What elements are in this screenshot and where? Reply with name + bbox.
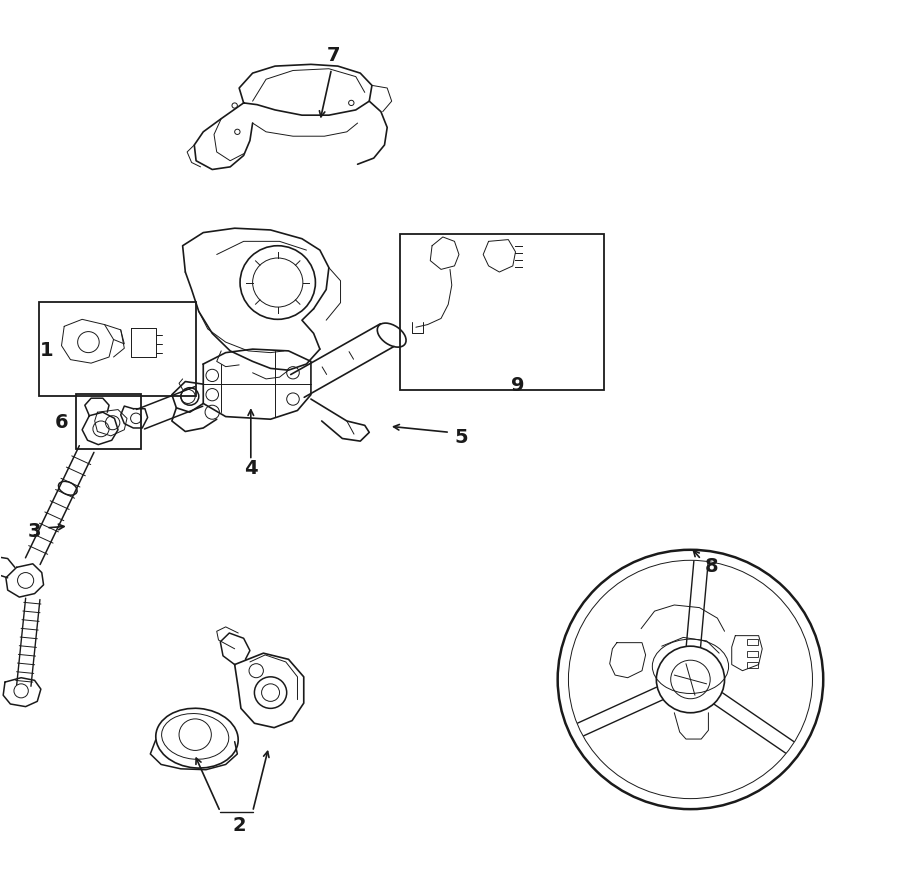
Text: 9: 9 [511,375,525,394]
Text: 3: 3 [28,522,41,540]
Text: 7: 7 [327,47,340,65]
Bar [747,662,758,668]
Text: 8: 8 [706,557,719,575]
Bar [76,394,141,450]
Bar [747,639,758,645]
Text: 5: 5 [454,428,468,447]
Text: 6: 6 [55,413,68,432]
Bar [747,651,758,657]
Text: 1: 1 [40,341,53,359]
Bar [39,302,196,397]
Text: 2: 2 [232,816,246,834]
Text: 4: 4 [244,458,257,478]
Bar [400,235,604,391]
